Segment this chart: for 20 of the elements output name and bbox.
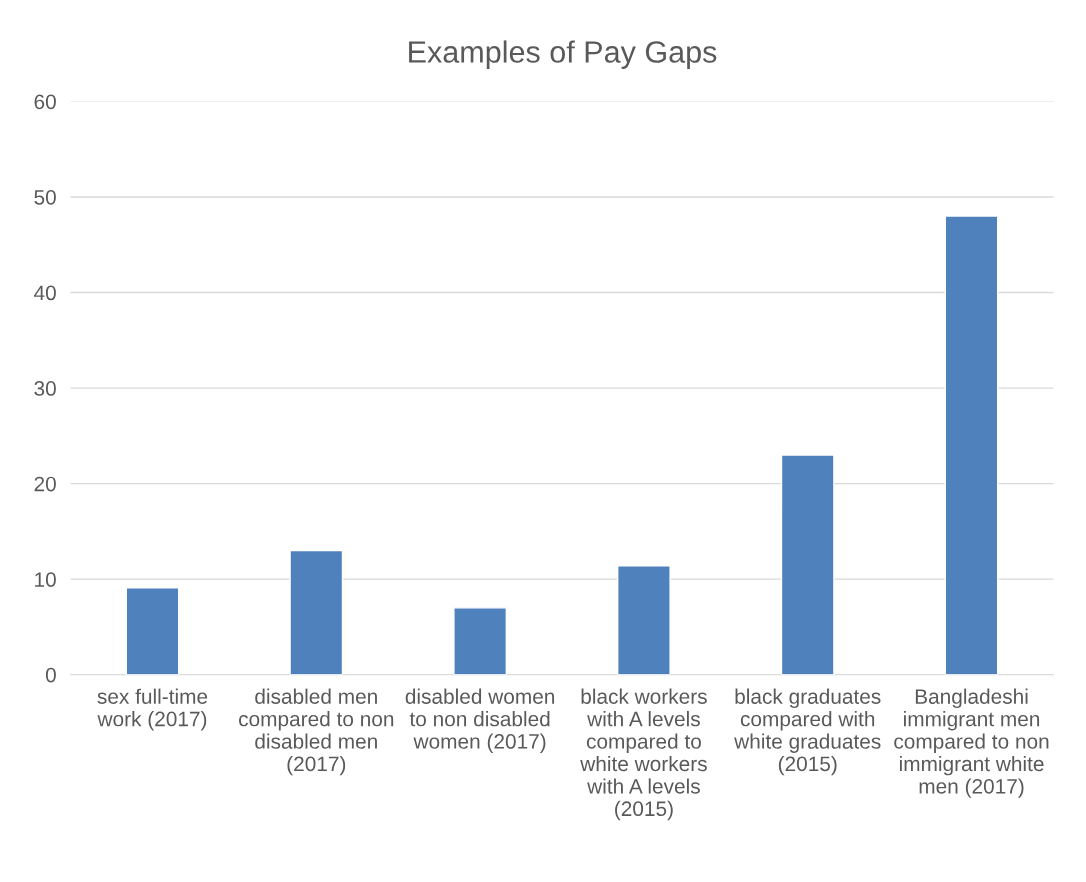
x-tick-label: sex full-time work (2017): [97, 688, 208, 731]
y-tick-label: 10: [35, 572, 56, 587]
y-tick-label: 60: [34, 94, 56, 110]
x-tick-label: disabled women to non disabled women (2017): [405, 688, 555, 753]
y-tick-label: 50: [34, 189, 56, 205]
bar: [944, 215, 999, 675]
bar: [289, 549, 344, 675]
x-tick-label: disabled men compared to non disabled men (2017): [239, 688, 394, 776]
y-tick-label: 40: [34, 285, 56, 301]
bar: [453, 607, 508, 675]
bar: [780, 454, 835, 675]
bar: [617, 565, 671, 675]
y-tick-label: 30: [34, 381, 56, 396]
x-tick-label: black graduates compared with white graduates (2015): [734, 688, 881, 776]
x-tick-label: black workers with A levels compared to white workers with A levels (2015): [580, 688, 707, 821]
x-tick-label: Bangladeshi immigrant men compared to non immigrant white men (2017): [894, 688, 1049, 798]
y-tick-label: 20: [34, 476, 56, 492]
chart-title: Examples of Pay Gaps: [409, 40, 717, 69]
bar: [125, 587, 180, 675]
y-tick-label: 0: [45, 667, 56, 683]
